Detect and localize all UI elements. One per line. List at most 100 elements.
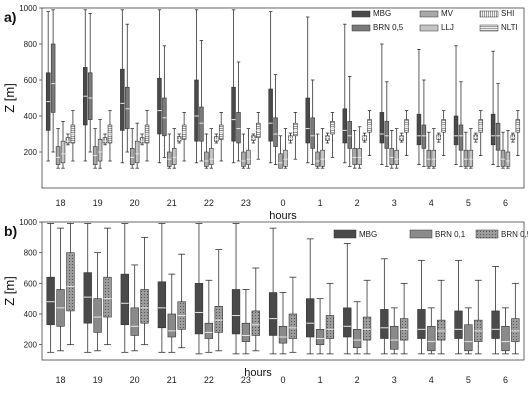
box-mbg <box>417 259 426 355</box>
box-nlti <box>218 112 224 162</box>
legend-swatch <box>351 24 371 32</box>
iqr-box <box>352 148 357 165</box>
iqr-box <box>125 86 130 129</box>
x-tick-label: 23 <box>241 375 251 385</box>
x-tick-label: 5 <box>466 198 471 208</box>
box-mbg <box>231 223 241 355</box>
iqr-box <box>490 113 496 146</box>
box-mbg <box>231 9 236 164</box>
iqr-box <box>505 151 511 167</box>
box-shi <box>251 133 256 144</box>
box-shi <box>362 132 367 143</box>
y-axis-title: Z [m] <box>2 83 17 113</box>
legend-label: MV <box>441 9 454 18</box>
box-mv <box>55 128 61 169</box>
iqr-box <box>241 322 251 342</box>
x-tick-label: 21 <box>167 375 177 385</box>
box-shi <box>65 133 71 146</box>
legend-item-mbg: MBG <box>351 9 391 18</box>
box-nlti <box>256 112 261 160</box>
iqr-box <box>394 149 399 165</box>
iqr-box <box>310 117 315 149</box>
box-llj <box>431 128 437 169</box>
box-mbg <box>157 9 162 164</box>
iqr-box <box>87 72 93 120</box>
box-llj <box>468 128 474 169</box>
iqr-box <box>384 121 390 149</box>
panel-label: b) <box>4 223 17 239</box>
box-nlti <box>144 110 150 162</box>
box-brn-0-5 <box>511 282 520 355</box>
iqr-box <box>103 276 112 318</box>
box-brn-0-1 <box>352 301 362 355</box>
y-tick-label: 1000 <box>19 218 37 227</box>
iqr-box <box>65 137 71 144</box>
iqr-box <box>204 151 209 167</box>
iqr-box <box>283 149 288 167</box>
x-tick-label: 3 <box>392 375 397 385</box>
iqr-box <box>468 149 474 167</box>
legend-item-mv: MV <box>419 9 454 18</box>
box-mbg <box>305 16 310 164</box>
iqr-box <box>352 329 362 349</box>
box-nlti <box>367 110 372 157</box>
box-brn-0-5 <box>87 12 93 153</box>
iqr-box <box>421 124 427 149</box>
legend-swatch <box>419 24 439 32</box>
iqr-box <box>278 325 288 344</box>
box-brn-0-5 <box>399 282 409 355</box>
iqr-box <box>199 106 204 142</box>
box-mv <box>167 133 172 169</box>
iqr-box <box>157 281 167 329</box>
box-mv <box>426 131 432 169</box>
y-tick-label: 1000 <box>19 4 37 13</box>
box-shi <box>214 133 219 144</box>
iqr-box <box>320 149 325 167</box>
iqr-box <box>288 313 298 339</box>
x-tick-label: 20 <box>130 375 140 385</box>
box-brn-0-1 <box>390 307 399 355</box>
iqr-box <box>102 137 108 144</box>
x-tick-label: 0 <box>280 198 285 208</box>
y-tick-label: 800 <box>24 249 38 258</box>
iqr-box <box>231 289 241 335</box>
iqr-box <box>417 309 426 339</box>
box-mbg <box>268 11 273 164</box>
box-brn-0-5 <box>177 253 186 349</box>
legend-label: BRN 0,1 <box>435 230 466 239</box>
x-axis-title: hours <box>244 367 272 379</box>
x-tick-label: 20 <box>130 198 140 208</box>
box-brn-0-5 <box>458 81 464 167</box>
iqr-box <box>454 310 463 339</box>
iqr-box <box>83 272 92 324</box>
box-llj <box>60 121 66 169</box>
box-brn-0-1 <box>464 307 473 355</box>
iqr-box <box>66 252 75 312</box>
iqr-box <box>246 149 251 165</box>
iqr-box <box>367 119 372 133</box>
box-shi <box>139 133 145 146</box>
iqr-box <box>342 108 348 144</box>
box-mv <box>204 133 209 169</box>
box-brn-0-5 <box>384 81 390 167</box>
iqr-box <box>390 325 399 350</box>
legend-label: BRN 0,5 <box>501 230 528 239</box>
box-brn-0-1 <box>427 307 436 355</box>
legend-label: NLTI <box>501 23 518 32</box>
box-mbg <box>83 223 92 353</box>
x-tick-label: 2 <box>355 375 360 385</box>
iqr-box <box>139 137 145 144</box>
iqr-box <box>426 149 432 167</box>
iqr-box <box>194 283 204 335</box>
iqr-box <box>268 292 278 336</box>
x-tick-label: 19 <box>93 375 103 385</box>
legend-swatch <box>333 229 357 239</box>
iqr-box <box>273 117 278 147</box>
box-brn-0-5 <box>325 282 335 355</box>
box-mbg <box>454 259 463 355</box>
legend-label: BRN 0,5 <box>373 23 404 32</box>
x-tick-label: 6 <box>503 375 508 385</box>
box-mbg <box>379 43 385 166</box>
box-nlti <box>70 110 76 162</box>
x-tick-label: 0 <box>280 375 285 385</box>
